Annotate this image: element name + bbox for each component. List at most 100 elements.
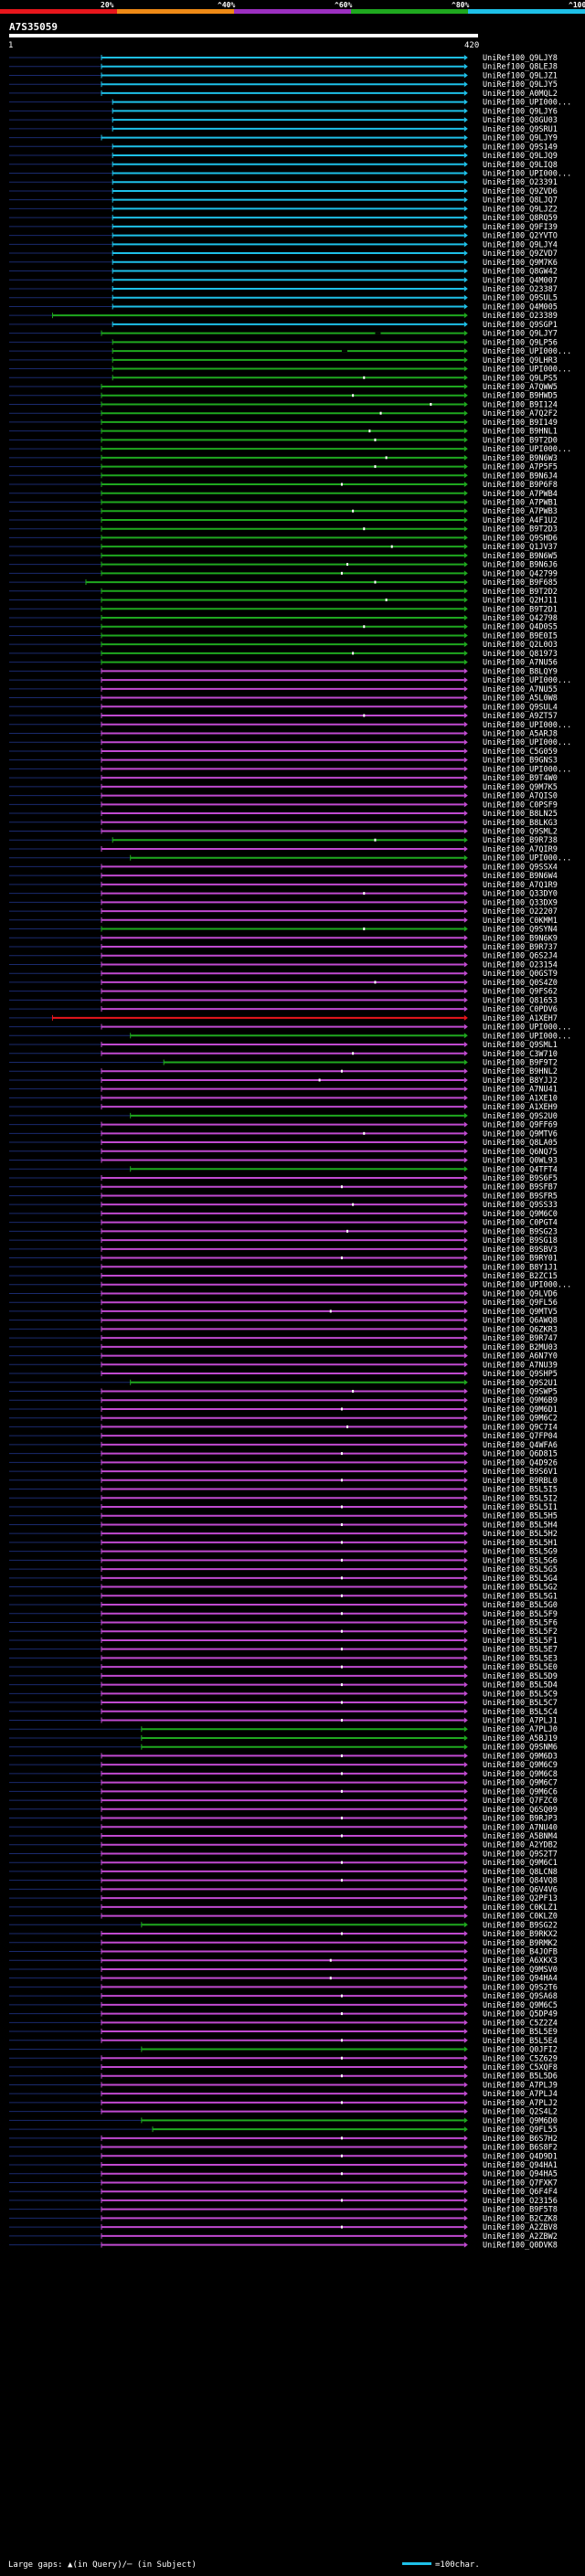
hit-row[interactable]: UniRef100_Q9M6C2 xyxy=(9,1415,558,1424)
hit-row[interactable]: UniRef100_Q0WL93 xyxy=(9,1157,558,1166)
hit-row[interactable]: UniRef100_B2CZK8 xyxy=(9,2214,558,2223)
hit-label[interactable]: UniRef100_B9SG23 xyxy=(483,1227,558,1236)
hit-label[interactable]: UniRef100_B9S6F5 xyxy=(483,1174,558,1183)
hit-row[interactable]: UniRef100_Q9FF69 xyxy=(9,1121,558,1130)
hit-label[interactable]: UniRef100_Q9FL56 xyxy=(483,1299,558,1308)
hit-label[interactable]: UniRef100_B5L5H4 xyxy=(483,1521,558,1530)
hit-label[interactable]: UniRef100_Q42799 xyxy=(483,569,558,578)
hit-label[interactable]: UniRef100_B5L5I1 xyxy=(483,1503,558,1512)
hit-label[interactable]: UniRef100_B9RMK2 xyxy=(483,1939,558,1948)
hit-row[interactable]: UniRef100_Q9M6B9 xyxy=(9,1396,558,1405)
hit-label[interactable]: UniRef100_Q9MSV0 xyxy=(483,1966,558,1975)
hit-row[interactable]: UniRef100_Q6V4V6 xyxy=(9,1885,558,1894)
hit-label[interactable]: UniRef100_B8YJJ2 xyxy=(483,1076,558,1086)
hit-label[interactable]: UniRef100_Q9S2T6 xyxy=(483,1983,558,1992)
hit-row[interactable]: UniRef100_A7NU56 xyxy=(9,659,558,668)
hit-row[interactable]: UniRef100_B9SG18 xyxy=(9,1236,558,1246)
hit-label[interactable]: UniRef100_C0KMM1 xyxy=(483,917,558,926)
hit-label[interactable]: UniRef100_B9RJP3 xyxy=(483,1815,558,1824)
hit-label[interactable]: UniRef100_Q94HA5 xyxy=(483,2170,558,2179)
hit-label[interactable]: UniRef100_B9SFB7 xyxy=(483,1183,558,1193)
hit-label[interactable]: UniRef100_C5Z629 xyxy=(483,2054,558,2063)
hit-label[interactable]: UniRef100_B5L5G2 xyxy=(483,1584,558,1593)
hit-row[interactable]: UniRef100_Q9M6D1 xyxy=(9,1405,558,1415)
hit-row[interactable]: UniRef100_Q9M6D3 xyxy=(9,1752,558,1761)
hit-row[interactable]: UniRef100_Q9LJZ2 xyxy=(9,205,558,214)
hit-row[interactable]: UniRef100_B2MU03 xyxy=(9,1343,558,1352)
hit-label[interactable]: UniRef100_Q2L0O3 xyxy=(483,641,558,650)
hit-row[interactable]: UniRef100_A7PLJ1 xyxy=(9,1717,558,1726)
hit-label[interactable]: UniRef100_O23387 xyxy=(483,285,558,294)
hit-row[interactable]: UniRef100_Q81973 xyxy=(9,650,558,659)
hit-row[interactable]: UniRef100_Q33DX9 xyxy=(9,898,558,907)
hit-row[interactable]: UniRef100_Q9M6C5 xyxy=(9,2001,558,2010)
hit-row[interactable]: UniRef100_Q9LJY9 xyxy=(9,134,558,143)
hit-label[interactable]: UniRef100_Q33DY0 xyxy=(483,890,558,899)
hit-label[interactable]: UniRef100_A7NU56 xyxy=(483,659,558,668)
hit-row[interactable]: UniRef100_A7PLJ0 xyxy=(9,1725,558,1734)
hit-label[interactable]: UniRef100_A5ARJ8 xyxy=(483,729,558,738)
hit-label[interactable]: UniRef100_A7NU55 xyxy=(483,685,558,694)
hit-row[interactable]: UniRef100_UPI000... xyxy=(9,169,571,178)
hit-row[interactable]: UniRef100_B9GNS3 xyxy=(9,757,558,766)
hit-label[interactable]: UniRef100_A7PWB1 xyxy=(483,499,558,508)
hit-row[interactable]: UniRef100_Q8LCN8 xyxy=(9,1868,558,1877)
hit-row[interactable]: UniRef100_Q4D9D1 xyxy=(9,2152,558,2161)
hit-label[interactable]: UniRef100_Q9M6C0 xyxy=(483,1210,558,1219)
hit-label[interactable]: UniRef100_Q9SWP5 xyxy=(483,1388,558,1397)
hit-label[interactable]: UniRef100_Q9SA68 xyxy=(483,1992,558,2001)
hit-row[interactable]: UniRef100_Q9M6D0 xyxy=(9,2116,558,2125)
hit-label[interactable]: UniRef100_Q9LJZ2 xyxy=(483,205,558,214)
hit-label[interactable]: UniRef100_B9N6J6 xyxy=(483,561,558,570)
hit-label[interactable]: UniRef100_B5L5E4 xyxy=(483,2037,558,2046)
hit-row[interactable]: UniRef100_UPI000... xyxy=(9,445,571,454)
hit-label[interactable]: UniRef100_C5XQF8 xyxy=(483,2063,558,2072)
hit-label[interactable]: UniRef100_A7Q2F2 xyxy=(483,409,558,419)
hit-row[interactable]: UniRef100_Q9S2U0 xyxy=(9,1112,558,1121)
hit-row[interactable]: UniRef100_Q9SUL4 xyxy=(9,703,558,712)
hit-row[interactable]: UniRef100_B5L5E9 xyxy=(9,2028,558,2037)
hit-row[interactable]: UniRef100_Q8LA05 xyxy=(9,1139,558,1148)
hit-row[interactable]: UniRef100_Q9S2T7 xyxy=(9,1850,558,1859)
hit-row[interactable]: UniRef100_A2YDB2 xyxy=(9,1841,558,1850)
hit-row[interactable]: UniRef100_Q94HA5 xyxy=(9,2170,558,2179)
hit-label[interactable]: UniRef100_Q9SML2 xyxy=(483,828,558,837)
hit-row[interactable]: UniRef100_Q9FI39 xyxy=(9,223,558,232)
hit-label[interactable]: UniRef100_Q4D9D1 xyxy=(483,2152,558,2161)
hit-row[interactable]: UniRef100_Q6S2J4 xyxy=(9,952,558,961)
hit-row[interactable]: UniRef100_Q2L0O3 xyxy=(9,641,558,650)
hit-label[interactable]: UniRef100_Q2S4L2 xyxy=(483,2108,558,2117)
hit-row[interactable]: UniRef100_B6S7H2 xyxy=(9,2135,558,2144)
hit-label[interactable]: UniRef100_C5Z2Z4 xyxy=(483,2019,558,2028)
hit-label[interactable]: UniRef100_B9R738 xyxy=(483,836,558,845)
hit-label[interactable]: UniRef100_B5L5G0 xyxy=(483,1601,558,1610)
hit-label[interactable]: UniRef100_O23154 xyxy=(483,960,558,970)
hit-row[interactable]: UniRef100_Q9SNM6 xyxy=(9,1744,558,1753)
hit-label[interactable]: UniRef100_B5L5F2 xyxy=(483,1627,558,1637)
hit-label[interactable]: UniRef100_B9N6W3 xyxy=(483,454,558,463)
hit-label[interactable]: UniRef100_Q8GW42 xyxy=(483,268,558,277)
hit-label[interactable]: UniRef100_Q9SUL4 xyxy=(483,703,558,712)
hit-label[interactable]: UniRef100_B9P6F8 xyxy=(483,481,558,490)
hit-row[interactable]: UniRef100_C3W710 xyxy=(9,1050,558,1059)
hit-row[interactable]: UniRef100_C0PDV6 xyxy=(9,1005,558,1014)
hit-row[interactable]: UniRef100_A7NU39 xyxy=(9,1361,558,1370)
hit-label[interactable]: UniRef100_Q9M7K5 xyxy=(483,783,558,792)
hit-row[interactable]: UniRef100_A5ARJ8 xyxy=(9,729,558,738)
hit-label[interactable]: UniRef100_Q9LJY4 xyxy=(483,240,558,249)
hit-row[interactable]: UniRef100_Q42799 xyxy=(9,569,558,578)
hit-row[interactable]: UniRef100_A9ZT57 xyxy=(9,712,558,721)
hit-row[interactable]: UniRef100_A7Q1R9 xyxy=(9,881,558,890)
hit-row[interactable]: UniRef100_C5Z2Z4 xyxy=(9,2019,558,2028)
hit-row[interactable]: UniRef100_B5L5E7 xyxy=(9,1646,558,1655)
hit-label[interactable]: UniRef100_B9GNS3 xyxy=(483,757,558,766)
hit-row[interactable]: UniRef100_A7PLJ2 xyxy=(9,2099,558,2108)
hit-label[interactable]: UniRef100_B4JOFB xyxy=(483,1947,558,1956)
hit-label[interactable]: UniRef100_Q9SHD6 xyxy=(483,534,558,543)
hit-label[interactable]: UniRef100_UPI000... xyxy=(483,721,571,730)
hit-label[interactable]: UniRef100_Q6SQ09 xyxy=(483,1806,558,1815)
hit-label[interactable]: UniRef100_B9T2D2 xyxy=(483,588,558,597)
hit-label[interactable]: UniRef100_A5L0W8 xyxy=(483,694,558,704)
hit-label[interactable]: UniRef100_Q9M6D3 xyxy=(483,1752,558,1761)
hit-row[interactable]: UniRef100_B5L5H1 xyxy=(9,1539,558,1548)
